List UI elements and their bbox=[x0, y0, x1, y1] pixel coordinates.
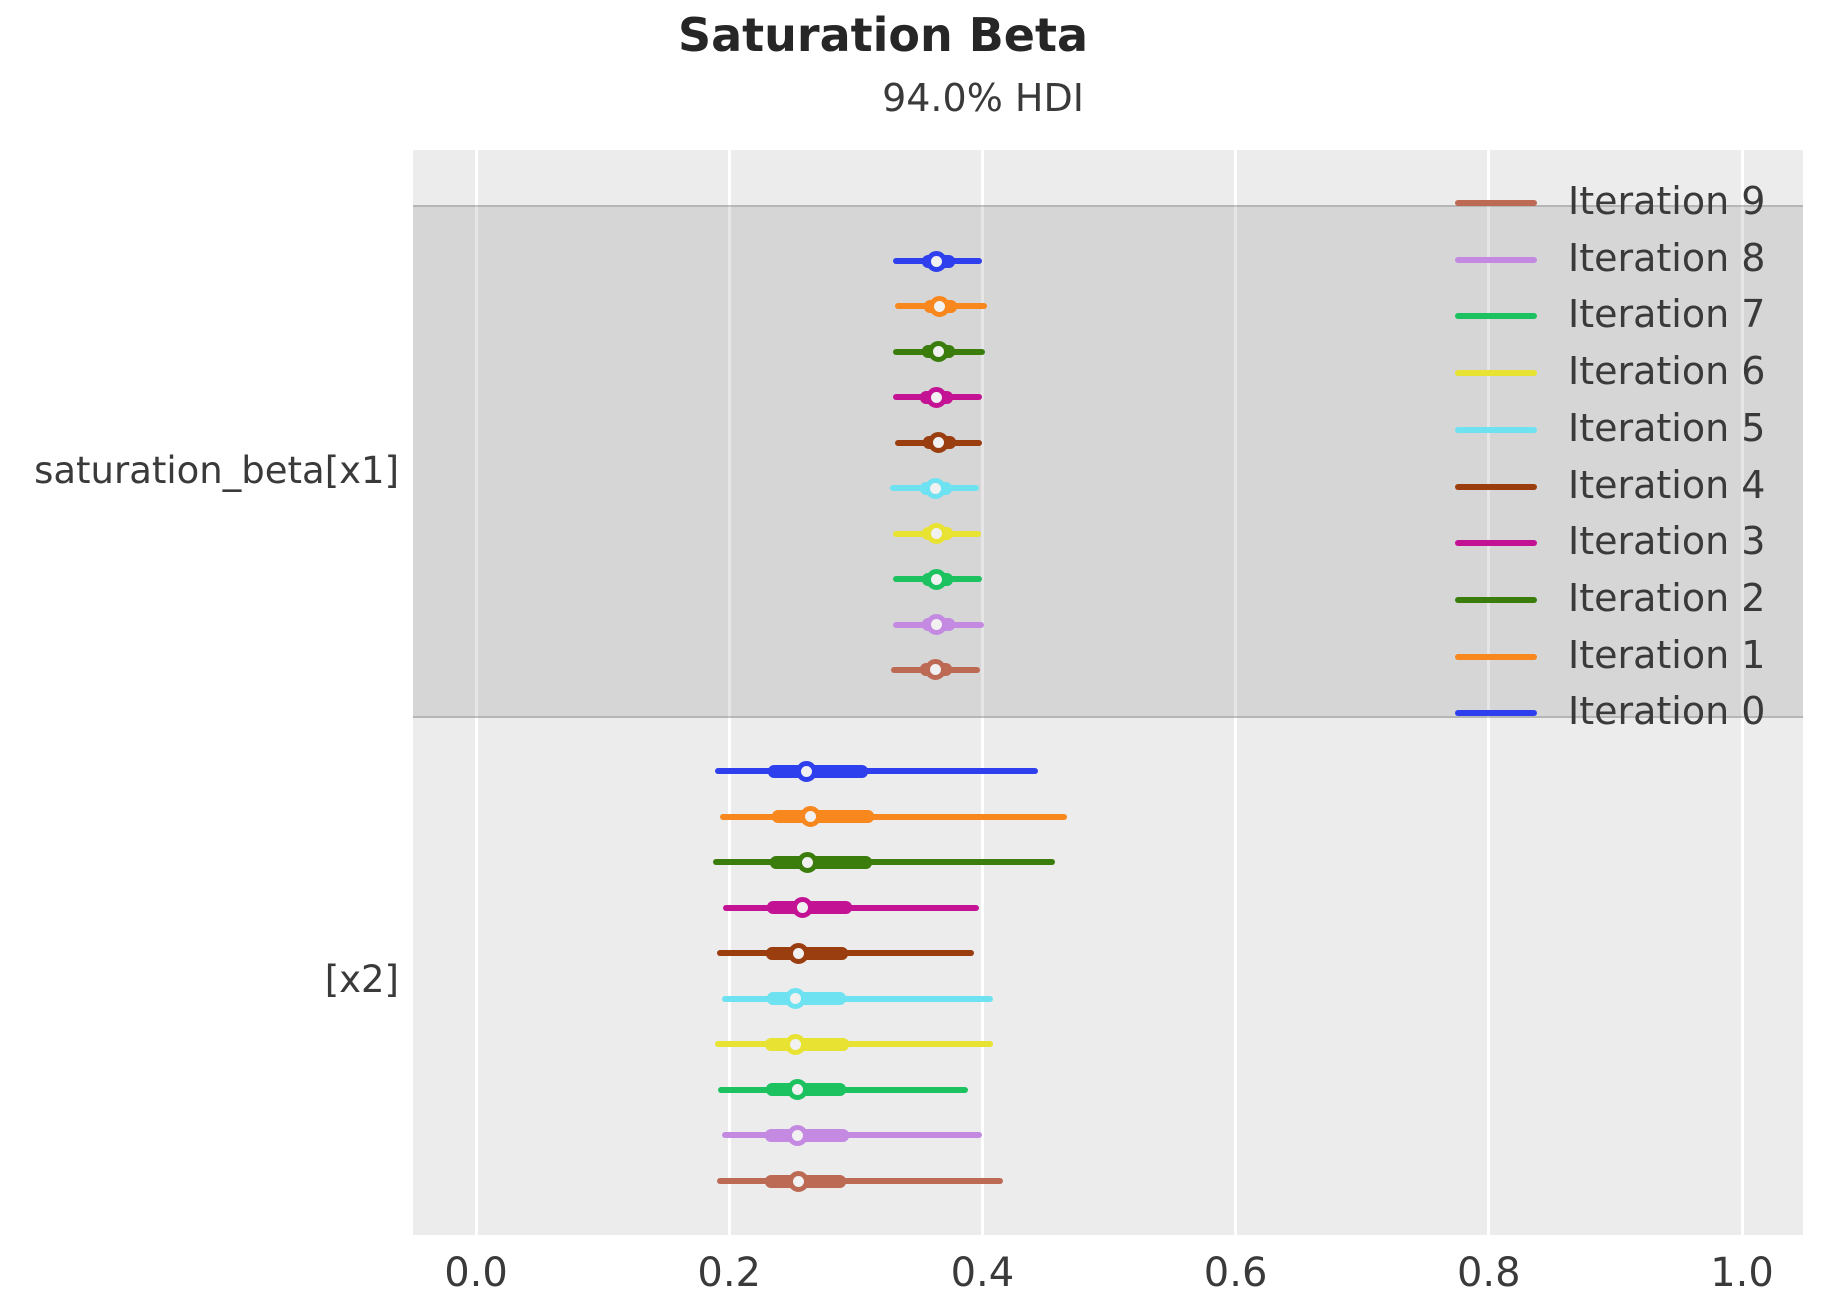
hdi-interval-line bbox=[712, 859, 1055, 866]
gridline bbox=[474, 150, 478, 1235]
median-marker bbox=[792, 897, 814, 919]
hdi-interval-line bbox=[721, 1132, 983, 1139]
quartile-interval-line bbox=[772, 810, 874, 824]
variable-band-x1 bbox=[413, 205, 1803, 718]
quartile-interval-line bbox=[769, 855, 873, 869]
median-marker bbox=[784, 988, 806, 1010]
median-marker bbox=[926, 250, 948, 272]
x-tick-label: 0.6 bbox=[1203, 1250, 1268, 1296]
gridline bbox=[1740, 150, 1744, 1235]
plot-area bbox=[413, 150, 1803, 1235]
median-marker bbox=[787, 1124, 809, 1146]
hdi-interval-line bbox=[721, 995, 993, 1002]
x-tick-label: 1.0 bbox=[1710, 1250, 1774, 1296]
median-marker bbox=[926, 568, 948, 590]
x-tick-label: 0.0 bbox=[444, 1250, 508, 1296]
gridline bbox=[1234, 150, 1238, 1235]
hdi-interval-line bbox=[720, 813, 1068, 820]
median-marker bbox=[927, 341, 949, 363]
hdi-interval-line bbox=[715, 768, 1039, 774]
x-tick-label: 0.8 bbox=[1456, 1250, 1521, 1296]
gridline bbox=[727, 150, 731, 1235]
median-marker bbox=[926, 614, 948, 636]
median-marker bbox=[799, 806, 821, 828]
hdi-subtitle: 94.0% HDI bbox=[882, 76, 1084, 120]
median-marker bbox=[925, 477, 947, 499]
quartile-interval-line bbox=[767, 992, 846, 1006]
median-marker bbox=[926, 386, 948, 408]
median-marker bbox=[788, 942, 810, 964]
gridline bbox=[1487, 150, 1491, 1235]
x-tick-label: 0.2 bbox=[697, 1250, 761, 1296]
page-title: Saturation Beta bbox=[677, 8, 1089, 62]
median-marker bbox=[787, 1079, 809, 1101]
quartile-interval-line bbox=[768, 764, 869, 778]
median-marker bbox=[927, 432, 949, 454]
hdi-interval-line bbox=[715, 1041, 993, 1048]
hdi-interval-line bbox=[716, 1178, 1003, 1185]
median-marker bbox=[925, 659, 947, 681]
median-marker bbox=[928, 295, 950, 317]
median-marker bbox=[795, 760, 817, 782]
median-marker bbox=[784, 1033, 806, 1055]
median-marker bbox=[797, 851, 819, 873]
median-marker bbox=[788, 1170, 810, 1192]
median-marker bbox=[926, 523, 948, 545]
y-axis-label-saturation-beta-x1: saturation_beta[x1] bbox=[34, 449, 399, 492]
gridline bbox=[980, 150, 984, 1235]
y-axis-label-x2: [x2] bbox=[324, 958, 399, 1001]
x-tick-label: 0.4 bbox=[950, 1250, 1015, 1296]
quartile-interval-line bbox=[764, 1037, 850, 1051]
